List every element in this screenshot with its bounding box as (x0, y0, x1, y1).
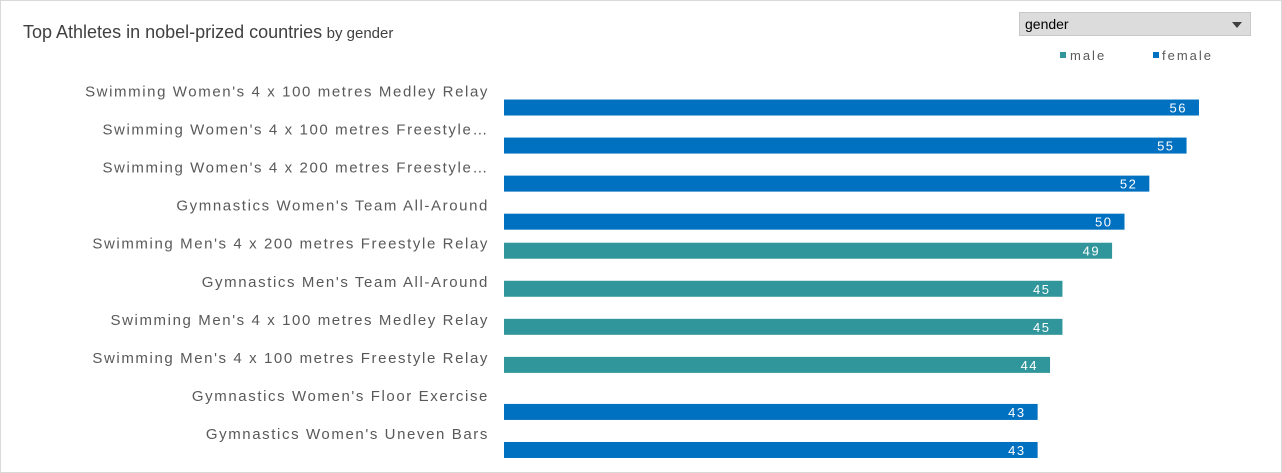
bar-female (504, 213, 1125, 230)
category-label: Swimming Women's 4 x 200 metres Freestyl… (102, 160, 489, 177)
category-label: Gymnastics Men's Team All-Around (202, 274, 489, 291)
data-label-male: 45 (1033, 320, 1050, 335)
data-label-female: 52 (1120, 177, 1137, 192)
title-block: Top Athletes in nobel-prized countries b… (23, 22, 393, 43)
data-label-male: 45 (1033, 282, 1050, 297)
bar-female (504, 441, 1038, 458)
data-label-male: 49 (1083, 244, 1100, 259)
data-label-female: 56 (1169, 101, 1186, 116)
category-label: Gymnastics Women's Uneven Bars (206, 426, 489, 443)
legend-swatch-male (1060, 52, 1066, 58)
triangle-down-icon[interactable] (1232, 22, 1242, 28)
data-label-male: 44 (1021, 358, 1038, 373)
bar-female (504, 403, 1038, 420)
category-label: Swimming Men's 4 x 100 metres Freestyle … (92, 350, 489, 367)
bar-female (504, 175, 1150, 192)
chart-subtitle: by gender (326, 25, 394, 42)
bar-male (504, 280, 1063, 297)
legend-label-male: male (1070, 48, 1106, 63)
bar-female (504, 99, 1199, 116)
category-label: Swimming Women's 4 x 100 metres Freestyl… (102, 122, 489, 139)
data-label-female: 50 (1095, 215, 1112, 230)
bar-male (504, 318, 1063, 335)
bar-male (504, 356, 1051, 373)
category-label: Gymnastics Women's Team All-Around (176, 198, 489, 215)
legend-label-female: female (1162, 48, 1213, 63)
data-label-female: 55 (1157, 139, 1174, 154)
category-label: Swimming Men's 4 x 200 metres Freestyle … (92, 236, 489, 253)
gender-filter-dropdown[interactable]: gender (1019, 12, 1251, 36)
data-label-female: 43 (1008, 405, 1025, 420)
bar-female (504, 137, 1187, 154)
category-label: Swimming Women's 4 x 100 metres Medley R… (85, 84, 489, 101)
legend-swatch-female (1153, 52, 1159, 58)
category-label: Gymnastics Women's Floor Exercise (192, 388, 489, 405)
chart-title: Top Athletes in nobel-prized countries (23, 22, 323, 42)
gender-filter-value: gender (1025, 16, 1069, 32)
data-label-female: 43 (1008, 443, 1025, 458)
bar-male (504, 242, 1113, 259)
category-label: Swimming Men's 4 x 100 metres Medley Rel… (110, 312, 489, 329)
